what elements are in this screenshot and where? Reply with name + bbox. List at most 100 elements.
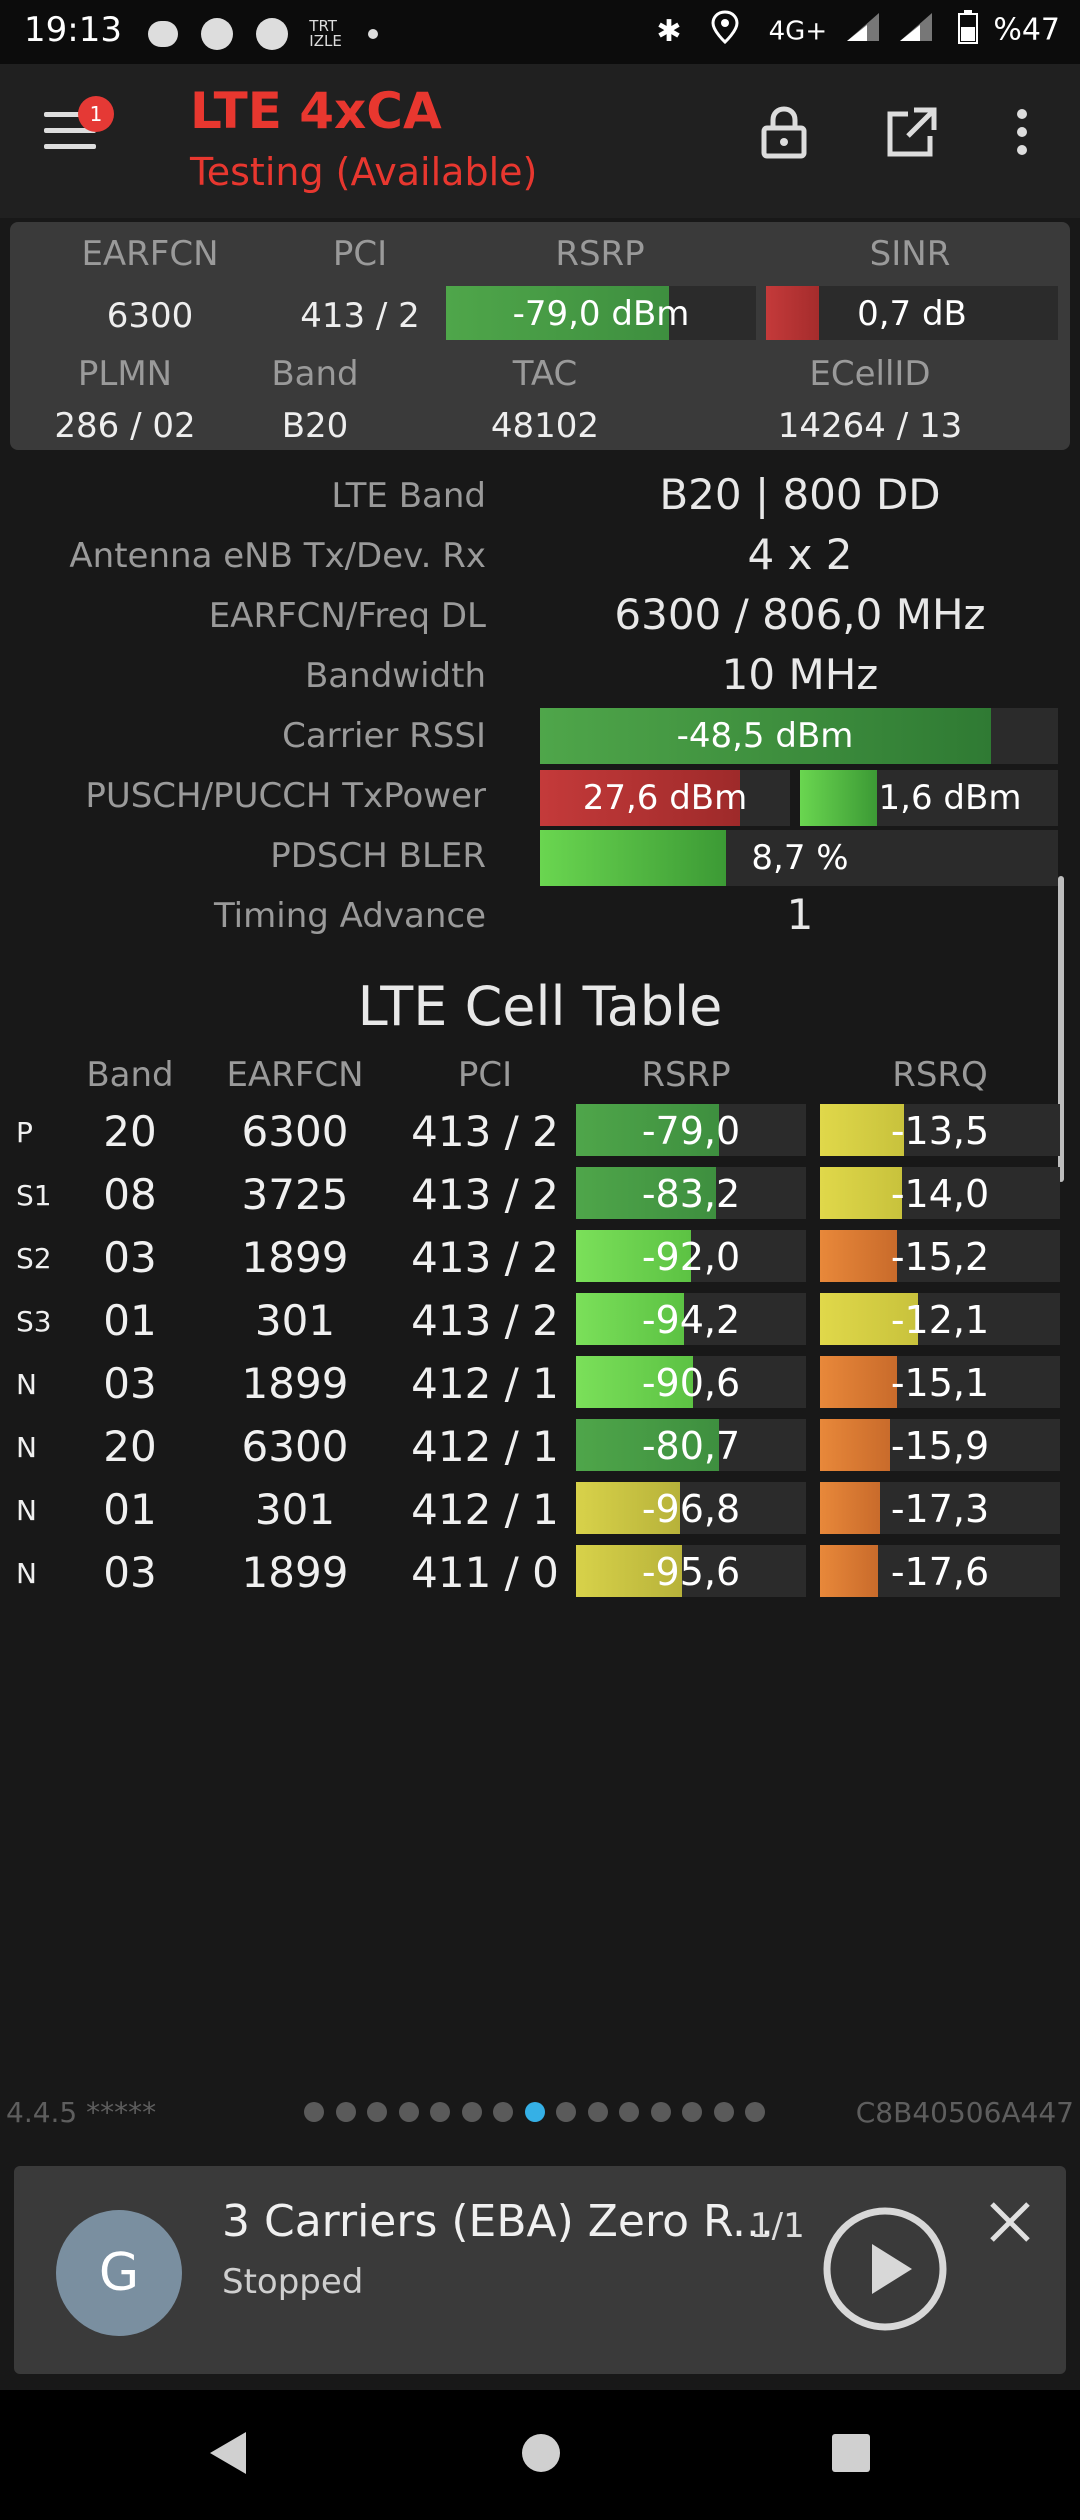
- battery-level: %47: [993, 12, 1060, 48]
- row-tag: S3: [16, 1305, 52, 1338]
- lock-button[interactable]: [756, 104, 812, 160]
- txpower-label: PUSCH/PUCCH TxPower: [85, 776, 486, 816]
- battery-icon: [957, 10, 978, 52]
- cell-earfcn: 1899: [241, 1359, 349, 1408]
- row-tag: N: [16, 1557, 37, 1590]
- cell-rsrq: -17,6: [890, 1550, 990, 1594]
- bler-bar-track: [540, 830, 1058, 886]
- cell-band: 03: [103, 1548, 157, 1597]
- cell-rsrp: -83,2: [641, 1172, 741, 1216]
- rsrp-value: -79,0 dBm: [512, 294, 690, 334]
- rsrp-bar-fill: [576, 1293, 685, 1345]
- cell-rsrp: -92,0: [641, 1235, 741, 1279]
- rsrq-bar-fill: [820, 1482, 880, 1534]
- scrollbar[interactable]: [1058, 876, 1064, 1182]
- share-button[interactable]: [884, 104, 940, 160]
- lte-band-value: B20 | 800 DD: [659, 470, 941, 519]
- cell-pci: 412 / 1: [411, 1359, 559, 1408]
- page-dot[interactable]: [367, 2102, 387, 2122]
- app-title: LTE 4xCA: [190, 82, 442, 140]
- pucch-value: 1,6 dBm: [878, 778, 1022, 818]
- rsrp-bar-fill: [576, 1356, 694, 1408]
- cell-rsrp: -90,6: [641, 1361, 741, 1405]
- pucch-bar-track: [800, 770, 1058, 826]
- rsrp-bar-track: [576, 1230, 806, 1282]
- media-title: 3 Carriers (EBA) Zero R...: [222, 2196, 774, 2247]
- app-subtitle: Testing (Available): [190, 150, 538, 194]
- cell-rsrq: -13,5: [890, 1109, 990, 1153]
- band-header: Band: [271, 354, 359, 394]
- network-type: 4G+: [768, 16, 828, 47]
- pci-header: PCI: [332, 234, 388, 274]
- cell-band: 03: [103, 1359, 157, 1408]
- band-value: B20: [281, 406, 349, 446]
- page-dot[interactable]: [335, 2102, 356, 2122]
- cell-rsrq: -14,0: [890, 1172, 990, 1216]
- cell-pci: 411 / 0: [411, 1548, 559, 1597]
- cell-pci: 412 / 1: [411, 1485, 559, 1534]
- freq-value: 6300 / 806,0 MHz: [614, 590, 986, 639]
- page-dot[interactable]: [650, 2102, 671, 2122]
- status-time: 19:13: [24, 10, 122, 50]
- bler-value: 8,7 %: [751, 838, 849, 878]
- rssi-bar-fill: [540, 708, 991, 764]
- tac-header: TAC: [512, 354, 578, 394]
- home-button[interactable]: [520, 2432, 562, 2478]
- circle-icon: [256, 18, 289, 50]
- rsrp-bar-fill: [576, 1230, 691, 1282]
- recents-button[interactable]: [830, 2432, 872, 2478]
- cell-band: 01: [103, 1296, 157, 1345]
- page-dot[interactable]: [430, 2102, 450, 2122]
- play-button[interactable]: [822, 2206, 948, 2332]
- menu-icon-line: [44, 144, 96, 149]
- cell-rsrp: -94,2: [641, 1298, 741, 1342]
- cell-rsrp: -79,0: [641, 1109, 741, 1153]
- page-dot[interactable]: [682, 2102, 702, 2122]
- rsrq-bar-fill: [820, 1167, 902, 1219]
- page-dot[interactable]: [713, 2102, 734, 2122]
- page-dot[interactable]: [493, 2102, 513, 2122]
- antenna-value: 4 x 2: [747, 530, 853, 579]
- dot-icon: [368, 29, 379, 39]
- media-state: Stopped: [222, 2262, 364, 2302]
- page-dot-active[interactable]: [524, 2102, 545, 2122]
- page-dot[interactable]: [398, 2102, 419, 2122]
- sinr-bar-fill: [766, 286, 819, 340]
- notification-badge: 1: [78, 96, 114, 132]
- cell-band: 03: [103, 1233, 157, 1282]
- bler-label: PDSCH BLER: [270, 836, 486, 876]
- pusch-bar-track: [540, 770, 790, 826]
- ecellid-value: 14264 / 13: [777, 406, 963, 446]
- rssi-label: Carrier RSSI: [282, 716, 486, 756]
- cell-earfcn: 301: [254, 1296, 336, 1345]
- cell-pci: 413 / 2: [411, 1296, 559, 1345]
- page-dot[interactable]: [304, 2102, 324, 2122]
- overflow-menu-button[interactable]: [1010, 104, 1040, 160]
- page-dot[interactable]: [587, 2102, 608, 2122]
- plmn-header: PLMN: [77, 354, 173, 394]
- back-button[interactable]: [206, 2428, 250, 2482]
- rsrq-bar-track: [820, 1356, 1060, 1408]
- col-pci: PCI: [457, 1055, 513, 1095]
- rsrq-bar-track: [820, 1167, 1060, 1219]
- cell-earfcn: 6300: [241, 1422, 349, 1471]
- app-bar: [0, 64, 1080, 218]
- ta-value: 1: [786, 890, 814, 939]
- page-dot[interactable]: [619, 2102, 639, 2122]
- col-rsrp: RSRP: [641, 1055, 731, 1095]
- pucch-bar-fill: [800, 770, 878, 826]
- cell-rsrp: -96,8: [641, 1487, 741, 1531]
- pci-value: 413 / 2: [300, 296, 420, 336]
- close-button[interactable]: [984, 2196, 1036, 2248]
- rsrq-bar-fill: [820, 1419, 890, 1471]
- page-dot[interactable]: [556, 2102, 576, 2122]
- sinr-value: 0,7 dB: [857, 294, 967, 334]
- signal-icon: [898, 11, 934, 51]
- page-dot[interactable]: [461, 2102, 482, 2122]
- ta-label: Timing Advance: [213, 896, 486, 936]
- more-vert-icon: [1017, 109, 1027, 155]
- menu-button[interactable]: [44, 112, 98, 152]
- sinr-bar-track: [766, 286, 1058, 340]
- app-version: 4.4.5 *****: [6, 2096, 157, 2129]
- page-dot[interactable]: [745, 2102, 765, 2122]
